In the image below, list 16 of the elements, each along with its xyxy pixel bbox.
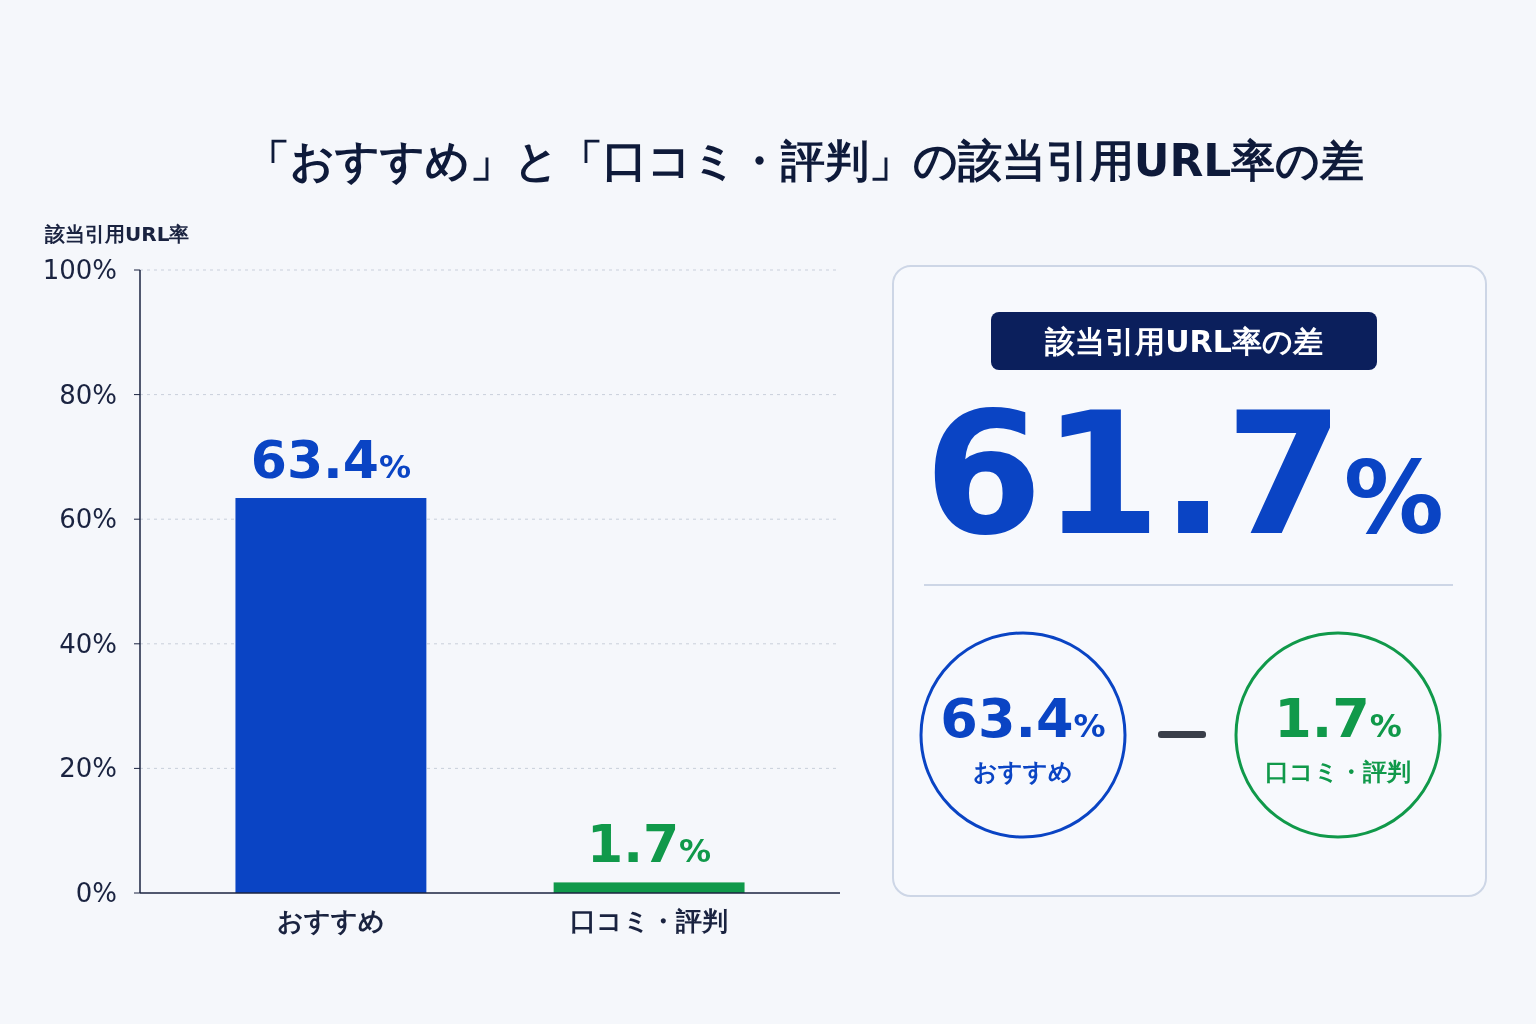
text: 61.7% xyxy=(924,375,1444,573)
text: おすすめ xyxy=(973,758,1073,786)
y-axis-title: 該当引用URL率 xyxy=(44,222,190,246)
text: 63.4% xyxy=(940,687,1106,750)
y-tick-label: 60% xyxy=(59,504,117,535)
chart-title: 「おすすめ」と「口コミ・評判」の該当引用URL率の差 xyxy=(245,135,1365,186)
y-tick-label: 20% xyxy=(59,753,117,784)
y-tick-label: 40% xyxy=(59,628,117,659)
data-label: 63.4% xyxy=(250,430,412,491)
text: 該当引用URL率の差 xyxy=(1044,324,1323,359)
y-tick-label: 100% xyxy=(42,255,117,285)
text: 1.7% xyxy=(1274,687,1402,750)
data-label: 1.7% xyxy=(587,814,712,875)
y-tick-label: 80% xyxy=(59,379,117,410)
text: 口コミ・評判 xyxy=(1265,758,1411,786)
y-tick-label: 0% xyxy=(75,878,117,908)
